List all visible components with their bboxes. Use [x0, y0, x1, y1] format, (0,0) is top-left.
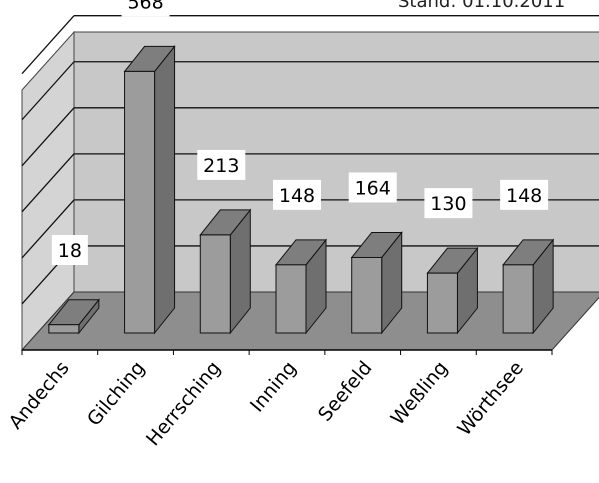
data-label-andechs: 18 [51, 235, 88, 265]
x-tick-label-weßling: Weßling [387, 357, 453, 429]
gridline-side [21, 107, 75, 167]
data-label-box [51, 235, 88, 265]
bar-andechs [48, 324, 80, 334]
data-label-box [500, 179, 549, 210]
data-label-seefeld: 164 [348, 172, 397, 203]
x-tick-label-seefeld: Seefeld [314, 357, 377, 426]
bar-seefeld [351, 256, 383, 334]
date-note: Stand: 01.10.2011 [398, 0, 566, 12]
data-label-text: 568 [127, 0, 163, 13]
x-tick-label-wörthsee: Wörthsee [453, 357, 528, 440]
x-tick-label-herrsching: Herrsching [142, 357, 225, 450]
data-label-box [197, 149, 246, 180]
data-label-text: 164 [355, 177, 391, 199]
data-label-wörthsee: 148 [500, 179, 549, 210]
bar-herrsching [199, 234, 231, 334]
chart-walls [21, 30, 599, 352]
bar-gilching [124, 70, 156, 334]
data-label-herrsching: 213 [197, 149, 246, 180]
bar-weßling [426, 272, 458, 334]
bar-side-gilching [154, 45, 176, 335]
data-label-box [273, 179, 321, 210]
data-label-inning: 148 [273, 179, 321, 210]
gridline-side [21, 15, 75, 75]
data-label-box [348, 172, 397, 203]
data-label-text: 213 [203, 155, 239, 177]
x-tick-label-inning: Inning [246, 357, 301, 416]
data-label-gilching: 568 [121, 0, 170, 17]
bar-inning [275, 264, 307, 334]
data-label-box [121, 0, 170, 17]
data-label-box [424, 188, 473, 219]
gridline-side [21, 153, 75, 213]
data-label-weßling: 130 [424, 188, 473, 219]
x-tick-label-andechs: Andechs [5, 357, 74, 433]
bar-wörthsee [502, 264, 534, 334]
data-label-text: 148 [279, 185, 315, 207]
data-label-text: 18 [58, 240, 82, 262]
gridline-side [21, 61, 75, 121]
gridline-side [21, 199, 75, 259]
x-tick-label-gilching: Gilching [83, 357, 149, 430]
data-label-text: 148 [506, 185, 542, 207]
data-label-text: 130 [430, 193, 466, 215]
bars [47, 45, 555, 335]
data-labels: 18 568 213 148 164 130 148 [51, 0, 549, 265]
